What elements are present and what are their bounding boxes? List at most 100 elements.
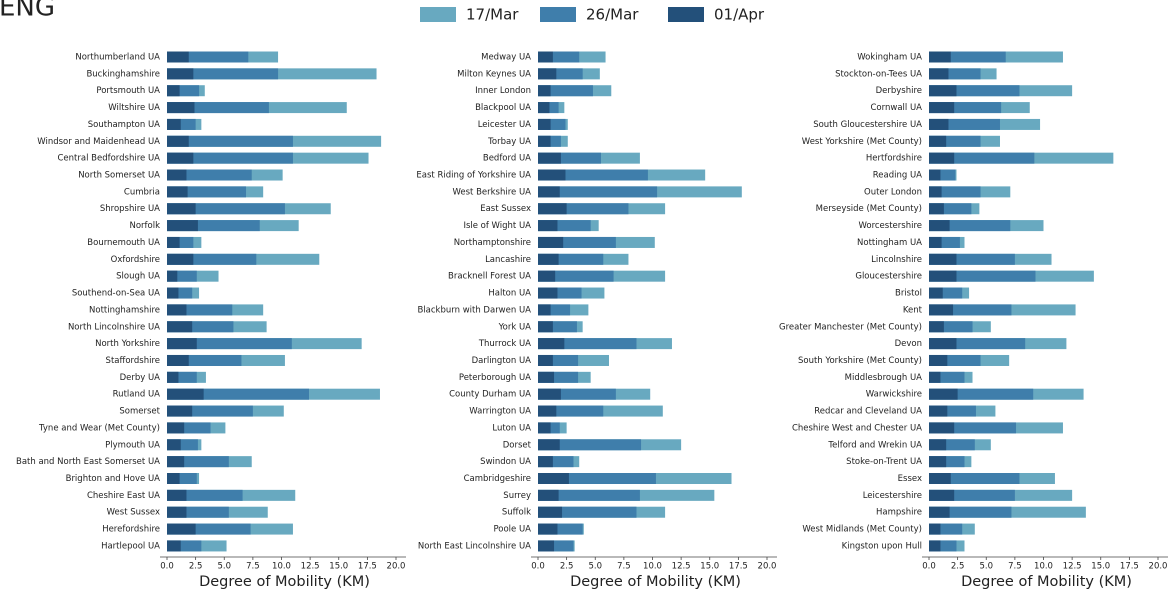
y-tick-label: Greater Manchester (Met County) bbox=[779, 322, 922, 332]
y-tick-label: Somerset bbox=[119, 407, 160, 417]
x-tick-label: 20.0 bbox=[387, 562, 406, 572]
bar bbox=[167, 253, 194, 265]
y-tick-label: Blackburn with Darwen UA bbox=[417, 305, 531, 315]
bar bbox=[167, 135, 293, 147]
bar bbox=[538, 321, 577, 333]
bar bbox=[167, 506, 229, 518]
y-tick-label: Nottinghamshire bbox=[89, 305, 160, 315]
bar bbox=[538, 186, 560, 198]
bar bbox=[167, 506, 187, 518]
bar bbox=[167, 287, 179, 299]
bar bbox=[538, 540, 574, 552]
bar bbox=[538, 220, 591, 232]
bar bbox=[538, 338, 637, 350]
y-tick-label: Warrington UA bbox=[469, 407, 531, 417]
bar bbox=[167, 51, 249, 63]
y-tick-label: York UA bbox=[498, 322, 532, 332]
bar bbox=[538, 405, 604, 417]
bar bbox=[538, 68, 557, 80]
y-tick-label: Worcestershire bbox=[858, 221, 922, 231]
y-tick-label: Cheshire East UA bbox=[87, 491, 160, 501]
y-tick-label: Darlington UA bbox=[472, 356, 532, 366]
bar bbox=[167, 388, 204, 400]
bar bbox=[929, 354, 981, 366]
y-tick-label: Thurrock UA bbox=[478, 339, 531, 349]
y-tick-label: Southampton UA bbox=[88, 120, 160, 130]
bar bbox=[538, 456, 574, 468]
bar bbox=[167, 321, 234, 333]
bar bbox=[929, 220, 1011, 232]
bar bbox=[929, 540, 941, 552]
bar bbox=[538, 270, 614, 282]
bar bbox=[167, 456, 229, 468]
bar bbox=[167, 321, 193, 333]
bar bbox=[167, 473, 197, 484]
bar bbox=[167, 152, 194, 164]
bar bbox=[538, 506, 637, 518]
bar bbox=[167, 422, 185, 434]
y-tick-label: Bedford UA bbox=[483, 154, 531, 164]
bar bbox=[929, 186, 942, 198]
y-tick-label: Bournemouth UA bbox=[87, 238, 160, 248]
x-tick-label: 2.5 bbox=[189, 562, 203, 572]
bar bbox=[929, 405, 976, 417]
y-tick-label: East Sussex bbox=[480, 204, 531, 214]
bar bbox=[538, 287, 558, 299]
bar bbox=[929, 473, 1020, 484]
bar bbox=[538, 388, 561, 400]
bar bbox=[538, 422, 551, 434]
y-tick-label: Telford and Wrekin UA bbox=[827, 440, 922, 450]
bar bbox=[929, 236, 960, 248]
x-tick-label: 12.5 bbox=[672, 562, 691, 572]
bar bbox=[929, 169, 941, 181]
y-tick-label: West Midlands (Met County) bbox=[802, 525, 922, 535]
y-tick-label: Northumberland UA bbox=[75, 53, 160, 63]
bar bbox=[538, 135, 551, 147]
bar bbox=[538, 304, 551, 316]
bar bbox=[167, 220, 198, 232]
y-tick-label: Torbay UA bbox=[487, 137, 531, 147]
legend-swatch bbox=[668, 7, 704, 22]
bar bbox=[929, 203, 944, 215]
y-tick-label: Portsmouth UA bbox=[96, 86, 160, 96]
y-tick-label: North East Lincolnshire UA bbox=[418, 541, 531, 551]
x-tick-label: 15.0 bbox=[329, 562, 348, 572]
y-tick-label: Gloucestershire bbox=[855, 272, 922, 282]
x-axis-label: Degree of Mobility (KM) bbox=[961, 574, 1132, 590]
x-tick-label: 0.0 bbox=[160, 562, 174, 572]
legend-label: 26/Mar bbox=[586, 6, 639, 24]
bar bbox=[167, 422, 211, 434]
bar bbox=[538, 152, 601, 164]
bar bbox=[167, 388, 309, 400]
bar bbox=[167, 102, 269, 114]
y-tick-label: Plymouth UA bbox=[105, 440, 160, 450]
y-tick-label: Bristol bbox=[895, 289, 922, 299]
bar bbox=[167, 85, 200, 97]
bar bbox=[167, 169, 252, 181]
bar bbox=[929, 439, 947, 451]
bar bbox=[538, 102, 550, 114]
bar bbox=[929, 321, 944, 333]
bar bbox=[538, 304, 571, 316]
bar bbox=[167, 523, 196, 535]
bar bbox=[538, 405, 557, 417]
x-tick-label: 12.5 bbox=[301, 562, 320, 572]
bar bbox=[929, 253, 1015, 265]
y-tick-label: Tyne and Wear (Met County) bbox=[38, 423, 160, 433]
x-tick-label: 5.0 bbox=[217, 562, 231, 572]
bar bbox=[538, 371, 579, 383]
bar bbox=[167, 169, 187, 181]
bar bbox=[538, 371, 555, 383]
bar bbox=[929, 422, 1017, 434]
bar bbox=[929, 405, 948, 417]
bar bbox=[538, 51, 553, 63]
bar bbox=[538, 253, 559, 265]
bar bbox=[167, 338, 292, 350]
x-tick-label: 20.0 bbox=[758, 562, 777, 572]
y-tick-label: Bracknell Forest UA bbox=[448, 272, 531, 282]
y-tick-label: Rutland UA bbox=[113, 390, 161, 400]
bar bbox=[538, 203, 567, 215]
bar bbox=[538, 236, 564, 248]
bar bbox=[538, 456, 553, 468]
